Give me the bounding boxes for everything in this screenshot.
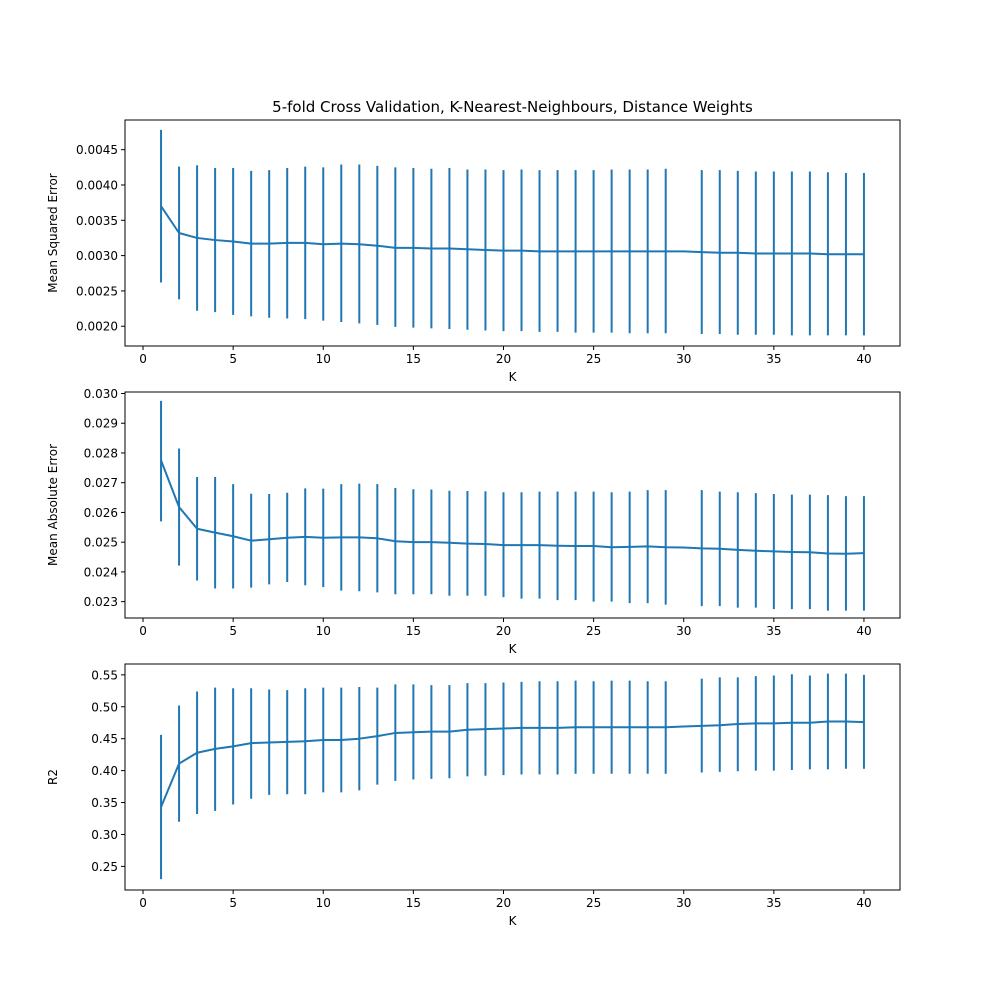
r2-x-tick-label: 0 bbox=[139, 896, 147, 910]
mse-y-tick-label: 0.0030 bbox=[76, 249, 118, 263]
mae-y-tick-label: 0.028 bbox=[84, 446, 118, 460]
mae-x-axis-label: K bbox=[509, 642, 518, 656]
r2-y-tick-label: 0.40 bbox=[91, 764, 118, 778]
mse-x-tick-label: 40 bbox=[856, 352, 871, 366]
r2-x-axis-label: K bbox=[509, 914, 518, 928]
mse-x-tick-label: 35 bbox=[766, 352, 781, 366]
r2-x-tick-label: 25 bbox=[586, 896, 601, 910]
mae-y-tick-label: 0.024 bbox=[84, 565, 118, 579]
r2-y-tick-label: 0.50 bbox=[91, 700, 118, 714]
mse-x-tick-label: 10 bbox=[316, 352, 331, 366]
r2-x-tick-label: 10 bbox=[316, 896, 331, 910]
mae-x-tick-label: 35 bbox=[766, 624, 781, 638]
mse-axes-frame bbox=[124, 119, 901, 347]
r2-y-tick-label: 0.35 bbox=[91, 796, 118, 810]
r2-y-tick-label: 0.45 bbox=[91, 732, 118, 746]
mae-axes-frame bbox=[124, 391, 901, 619]
mae-x-tick-label: 0 bbox=[139, 624, 147, 638]
mae-y-tick-label: 0.023 bbox=[84, 595, 118, 609]
r2-y-tick-label: 0.30 bbox=[91, 828, 118, 842]
mse-panel: 0 5 10 15 20 25 30 35 40 0.0020 0.0025 0.0030 0.0035… bbox=[46, 119, 901, 384]
r2-x-tick-label: 20 bbox=[496, 896, 511, 910]
mae-y-tick-label: 0.026 bbox=[84, 506, 118, 520]
mae-y-tick-label: 0.027 bbox=[84, 476, 118, 490]
mae-x-tick-label: 25 bbox=[586, 624, 601, 638]
r2-panel: 0 5 10 15 20 25 30 35 40 0.25 0.30 0.35 0.40 0.45 0.50… bbox=[46, 663, 901, 928]
mae-x-tick-label: 10 bbox=[316, 624, 331, 638]
mse-mean-line bbox=[160, 205, 864, 256]
r2-y-tick-label: 0.25 bbox=[91, 860, 118, 874]
mse-y-tick-label: 0.0020 bbox=[76, 320, 118, 334]
r2-axes-frame bbox=[124, 663, 901, 891]
mse-x-tick-label: 0 bbox=[139, 352, 147, 366]
subplots-container: 0 5 10 15 20 25 30 35 40 0.0020 0.0025 0.0030 0.0035… bbox=[46, 119, 901, 928]
r2-x-tick-label: 40 bbox=[856, 896, 871, 910]
r2-mean-line bbox=[160, 720, 864, 808]
r2-y-tick-label: 0.55 bbox=[91, 668, 118, 682]
mae-x-tick-label: 20 bbox=[496, 624, 511, 638]
mae-x-tick-label: 5 bbox=[229, 624, 237, 638]
r2-x-tick-label: 35 bbox=[766, 896, 781, 910]
mse-y-tick-label: 0.0025 bbox=[76, 284, 118, 298]
mse-y-tick-label: 0.0035 bbox=[76, 214, 118, 228]
mae-y-tick-label: 0.030 bbox=[84, 387, 118, 401]
mse-x-axis-label: K bbox=[509, 370, 518, 384]
mse-x-tick-label: 15 bbox=[406, 352, 421, 366]
mse-y-tick-label: 0.0045 bbox=[76, 143, 118, 157]
mse-x-tick-label: 5 bbox=[229, 352, 237, 366]
mae-y-tick-label: 0.025 bbox=[84, 536, 118, 550]
mse-x-tick-label: 20 bbox=[496, 352, 511, 366]
mae-panel: 0 5 10 15 20 25 30 35 40 0.023 0.024 0.025 0.026 0.02… bbox=[46, 387, 901, 656]
mse-y-axis-label: Mean Squared Error bbox=[46, 173, 60, 293]
r2-x-tick-label: 30 bbox=[676, 896, 691, 910]
mae-y-tick-label: 0.029 bbox=[84, 417, 118, 431]
r2-x-tick-label: 15 bbox=[406, 896, 421, 910]
mse-x-tick-label: 30 bbox=[676, 352, 691, 366]
mae-mean-line bbox=[160, 460, 864, 555]
figure-title: 5-fold Cross Validation, K-Nearest-Neigh… bbox=[272, 98, 753, 116]
r2-y-axis-label: R2 bbox=[46, 769, 60, 785]
mae-y-axis-label: Mean Absolute Error bbox=[46, 444, 60, 566]
mae-x-tick-label: 30 bbox=[676, 624, 691, 638]
mse-y-tick-label: 0.0040 bbox=[76, 178, 118, 192]
mse-x-tick-label: 25 bbox=[586, 352, 601, 366]
mae-x-tick-label: 15 bbox=[406, 624, 421, 638]
r2-x-tick-label: 5 bbox=[229, 896, 237, 910]
mae-x-tick-label: 40 bbox=[856, 624, 871, 638]
